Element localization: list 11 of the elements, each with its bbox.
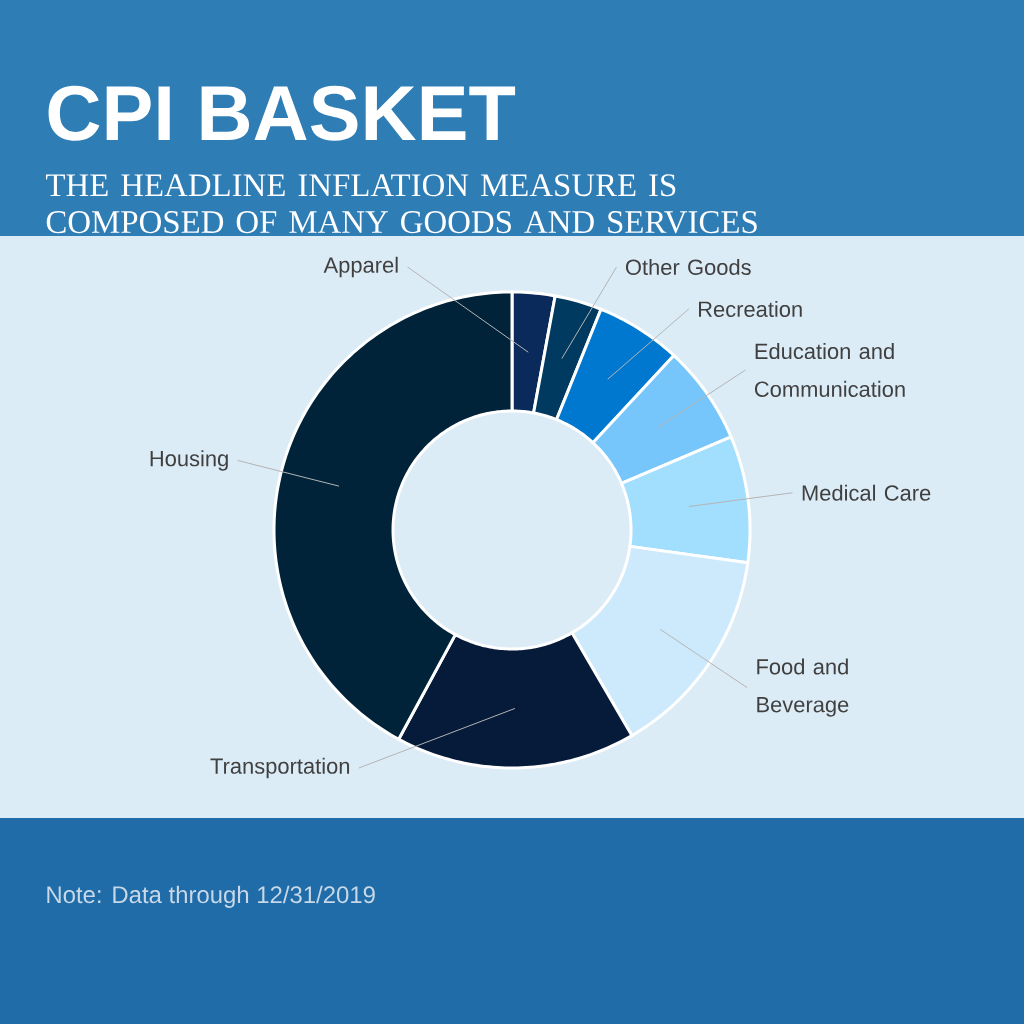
slice-label: Other Goods [625,258,751,276]
slice-label: Education and Communication [754,343,905,397]
slice-label: Food and Beverage [757,658,849,717]
chart-title: CPI BASKET [48,85,516,141]
chart-subtitle: THE HEADLINE INFLATION MEASURE IS COMPOSED OF MANY GOODS AND SERVICES [45,174,757,234]
slice-label: Medical Care [802,484,931,501]
slice-label: Housing [150,450,228,471]
slice-label: Recreation [699,300,802,318]
slice-label: Apparel [323,256,398,278]
slice-label: Transportation [210,757,350,779]
text: Note: Data through 12/31/2019 [47,885,375,908]
